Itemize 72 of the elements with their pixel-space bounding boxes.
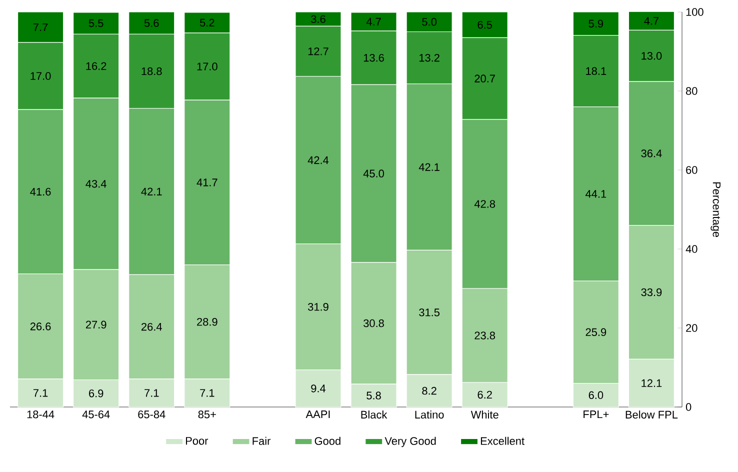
x-tick-label: 45-64 <box>82 410 110 418</box>
data-label: 5.6 <box>144 19 159 27</box>
data-label: 5.8 <box>366 392 381 400</box>
x-tick-label: White <box>470 410 498 419</box>
data-label: 42.8 <box>474 200 496 208</box>
x-tick-label: 18-44 <box>27 410 54 418</box>
data-label: 5.0 <box>422 18 436 26</box>
data-label: 12.1 <box>642 379 662 387</box>
data-label: 41.6 <box>30 188 51 196</box>
legend-label: Good <box>314 436 340 445</box>
data-label: 12.7 <box>308 47 328 56</box>
data-label: 42.4 <box>308 156 329 164</box>
data-label: 13.2 <box>419 54 440 62</box>
data-label: 6.0 <box>588 391 604 400</box>
x-tick-label: 85+ <box>198 410 216 418</box>
data-label: 18.1 <box>586 67 606 75</box>
data-label: 31.9 <box>308 302 328 311</box>
x-tick-label: FPL+ <box>584 410 609 418</box>
data-label: 44.1 <box>586 190 606 198</box>
data-label: 28.9 <box>197 318 218 326</box>
data-label: 13.6 <box>364 54 384 62</box>
data-label: 6.5 <box>478 20 492 29</box>
y-tick-label: 0 <box>686 403 692 411</box>
x-tick-label: AAPI <box>306 410 330 418</box>
legend-label: Poor <box>186 437 208 445</box>
data-label: 33.9 <box>641 288 662 296</box>
data-label: 27.9 <box>86 320 106 329</box>
data-label: 17.0 <box>30 72 51 80</box>
data-label: 8.2 <box>422 386 436 395</box>
data-label: 7.7 <box>33 23 48 31</box>
data-label: 6.2 <box>478 390 492 399</box>
data-label: 43.4 <box>86 180 106 188</box>
data-label: 23.8 <box>474 332 496 340</box>
data-label: 20.7 <box>474 74 495 82</box>
data-label: 7.1 <box>200 389 214 397</box>
data-label: 9.4 <box>311 384 326 392</box>
data-label: 6.9 <box>89 390 104 398</box>
y-axis-title: Percentage <box>710 182 720 238</box>
data-label: 41.7 <box>196 178 218 186</box>
data-label: 26.4 <box>142 322 162 331</box>
data-label: 5.2 <box>200 18 214 27</box>
legend-label: Very Good <box>384 436 436 448</box>
data-label: 7.1 <box>33 389 48 397</box>
y-tick-label: 20 <box>686 324 698 332</box>
data-label: 13.0 <box>642 52 662 60</box>
data-label: 4.7 <box>644 17 659 25</box>
data-label: 3.6 <box>311 15 326 23</box>
x-tick-label: Below FPL <box>626 410 678 419</box>
x-tick-label: Black <box>361 410 388 419</box>
data-label: 16.2 <box>86 62 106 70</box>
y-tick-label: 40 <box>686 245 698 253</box>
legend-label: Fair <box>252 436 271 445</box>
y-tick-label: 80 <box>686 87 698 95</box>
data-label: 5.5 <box>88 19 104 28</box>
data-label: 25.9 <box>586 328 606 336</box>
data-label: 17.0 <box>197 62 218 70</box>
data-label: 30.8 <box>364 319 384 328</box>
data-label: 36.4 <box>641 150 662 158</box>
data-label: 4.7 <box>366 18 381 26</box>
legend-label: Excellent <box>480 436 524 445</box>
data-label: 42.1 <box>141 188 162 196</box>
x-tick-label: Latino <box>415 410 444 419</box>
data-label: 7.1 <box>144 389 159 397</box>
data-label: 42.1 <box>418 163 440 171</box>
data-label: 45.0 <box>363 170 384 178</box>
data-label: 18.8 <box>142 67 162 76</box>
data-label: 5.9 <box>588 20 604 28</box>
data-label: 26.6 <box>30 322 51 330</box>
y-tick-label: 100 <box>686 8 704 16</box>
x-tick-label: 65-84 <box>138 410 166 418</box>
y-tick-label: 60 <box>686 166 698 174</box>
data-label: 31.5 <box>419 308 440 316</box>
